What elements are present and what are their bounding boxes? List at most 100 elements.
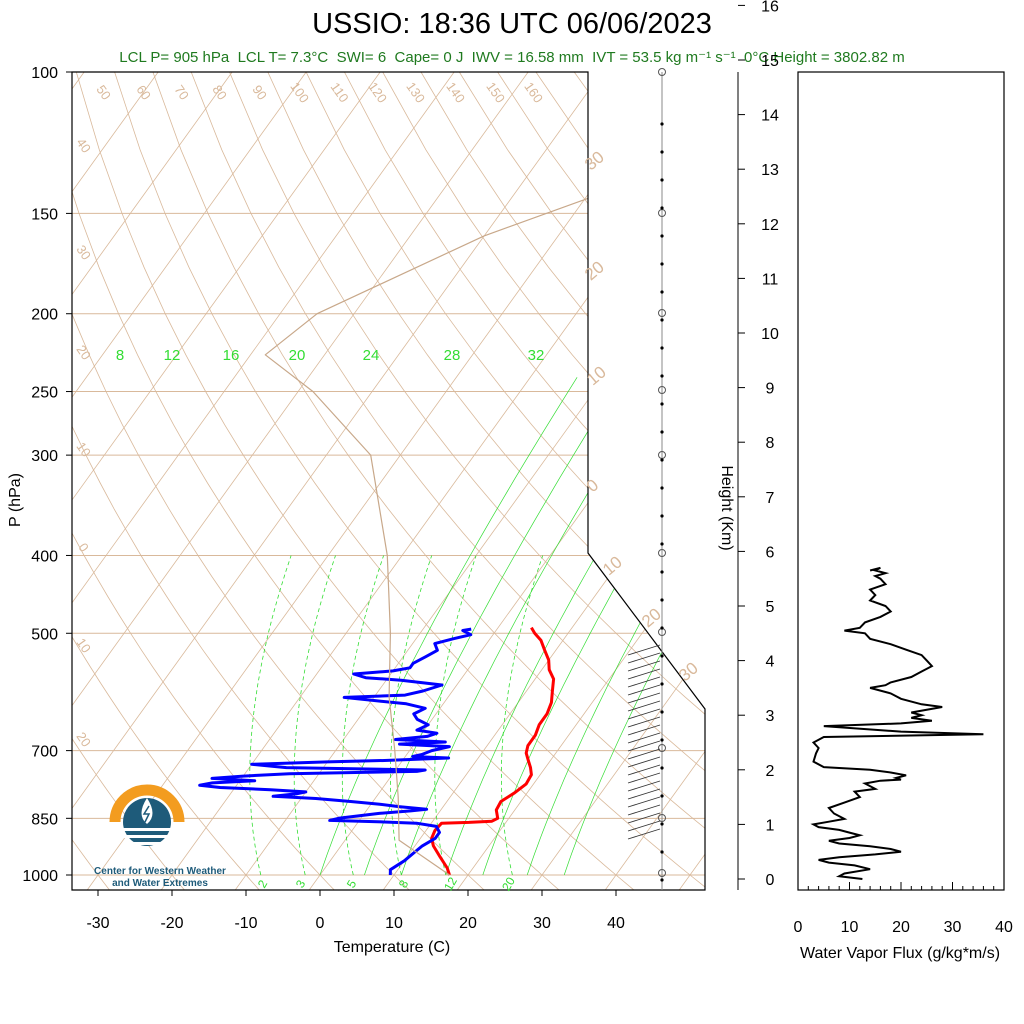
isotherm-line	[455, 72, 705, 890]
dry-adiabat-line	[535, 72, 705, 890]
height-tick-label: 4	[766, 654, 775, 671]
iwv-value: IWV = 16.58 mm	[471, 49, 584, 66]
moist-adiabat-label: 5	[344, 877, 360, 890]
calm-circle	[658, 814, 666, 822]
right-isotherm-label: 0	[583, 475, 602, 496]
flux-trace	[810, 566, 984, 880]
flux-axis-title: Water Vapor Flux (g/kg*m/s)	[800, 945, 1000, 962]
wind-barb	[627, 764, 661, 776]
calm-circle	[658, 309, 666, 317]
x-axis-title: Temperature (C)	[334, 939, 450, 956]
wind-dot	[660, 178, 664, 182]
moist-adiabat-line	[389, 555, 433, 876]
height-tick-label: 13	[761, 162, 779, 179]
right-isotherm-label: 10	[583, 362, 610, 389]
height-tick-label: 5	[766, 599, 775, 616]
wind-dot	[660, 794, 664, 798]
mixing-ratio-label: 24	[363, 347, 380, 364]
dry-adiabat-line	[72, 72, 337, 890]
wind-dot	[660, 654, 664, 658]
flux-trace-group	[810, 566, 984, 880]
lcl-temperature: LCL T= 7.3°C	[237, 49, 329, 66]
dry-adiabat-line	[229, 72, 705, 890]
dry-adiabat-label: 40	[73, 135, 94, 155]
height-tick-label: 0	[766, 872, 775, 889]
calm-circle	[658, 869, 666, 877]
wind-barb	[627, 660, 661, 672]
height-axis-title: Height (Km)	[718, 465, 735, 550]
wind-column	[627, 68, 666, 890]
calm-circle	[658, 68, 666, 76]
isotherm-label: 120	[365, 79, 390, 105]
wind-barb	[627, 804, 661, 816]
dry-adiabat-label: 10	[73, 635, 94, 655]
wind-barb	[627, 820, 661, 832]
wind-barb	[627, 644, 661, 656]
wind-barb	[627, 748, 661, 760]
mixing-ratio-line	[563, 377, 705, 876]
logo-caption-line1: Center for Western Weather	[94, 866, 226, 877]
y-tick-label: 250	[31, 385, 58, 402]
isotherm-label: 140	[443, 79, 468, 105]
height-tick-label: 9	[766, 381, 775, 398]
isotherm-line	[85, 72, 677, 890]
wind-barb	[627, 732, 661, 744]
wind-dot	[660, 374, 664, 378]
chart-title: USSIO: 18:36 UTC 06/06/2023	[312, 8, 712, 40]
dry-adiabat-label: 0	[75, 540, 91, 555]
wind-dot	[660, 486, 664, 490]
wind-dot	[660, 598, 664, 602]
mixing-ratio-line	[401, 377, 659, 876]
chart-subtitle: LCL P= 905 hPa LCL T= 7.3°C SWI= 6 Cape=…	[0, 48, 1024, 66]
right-isotherm-label: 30	[581, 147, 608, 174]
y-tick-label: 400	[31, 548, 58, 565]
wind-dot	[660, 850, 664, 854]
wind-dot	[660, 766, 664, 770]
wind-barb	[627, 692, 661, 704]
x-tick-label: 40	[607, 915, 625, 932]
dry-adiabat-line	[72, 72, 412, 890]
height-tick-label: 8	[766, 435, 775, 452]
height-tick-label: 11	[762, 271, 779, 288]
y-axis-title: P (hPa)	[7, 473, 24, 527]
height-tick-label: 3	[766, 708, 775, 725]
cape-value: Cape= 0 J	[394, 49, 464, 66]
y-tick-label: 850	[31, 811, 58, 828]
height-tick-label: 15	[761, 53, 779, 70]
calm-circle	[658, 549, 666, 557]
isotherm-label: 60	[133, 82, 154, 102]
wind-dot	[660, 290, 664, 294]
wind-dot	[660, 458, 664, 462]
isotherm-label: 130	[403, 79, 428, 105]
wind-barb	[627, 700, 661, 712]
wind-dot	[660, 710, 664, 714]
wind-dot	[660, 682, 664, 686]
logo-wave-line	[122, 828, 172, 831]
skew-t-border	[71, 71, 706, 891]
dry-adiabat-line	[573, 72, 705, 890]
flux-tick-label: 0	[794, 919, 803, 936]
height-tick-label: 10	[761, 326, 779, 343]
mixing-ratio-line	[364, 377, 622, 876]
moist-adiabat-line	[500, 555, 544, 876]
wind-barb	[627, 812, 661, 824]
isotherm-line	[72, 72, 529, 890]
logo-wave-line	[124, 835, 170, 838]
logo-droplet	[141, 798, 153, 824]
wind-dot	[660, 822, 664, 826]
x-tick-label: 10	[385, 915, 403, 932]
lcl-pressure: LCL P= 905 hPa	[119, 49, 230, 66]
moist-adiabat-label: 20	[499, 874, 518, 893]
logo-bolt	[142, 805, 151, 823]
height-tick-label: 2	[766, 763, 775, 780]
wind-dot	[660, 430, 664, 434]
dry-adiabat-label: 30	[73, 242, 94, 262]
x-tick-label: 20	[459, 915, 477, 932]
dry-adiabat-label: 20	[73, 342, 94, 362]
dry-adiabat-line	[305, 72, 705, 890]
wind-dot	[660, 122, 664, 126]
wind-barb	[627, 708, 661, 720]
logo-wave-line	[128, 842, 166, 845]
